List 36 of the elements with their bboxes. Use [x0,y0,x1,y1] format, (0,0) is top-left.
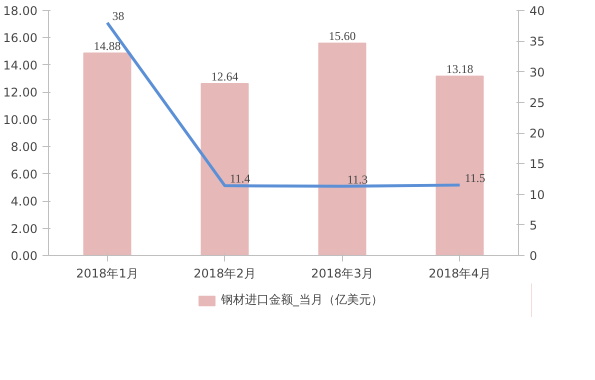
bar [200,82,249,256]
x-tick-label: 2018年3月 [311,266,374,280]
x-tick-label: 2018年2月 [194,266,256,280]
y-tick-label: 8.00 [10,140,38,154]
data-label: 13.18 [446,62,474,76]
data-label: 15.60 [328,29,356,44]
bar [318,42,366,256]
y-tick-label: 4.00 [10,194,38,209]
data-label: 11.4 [230,172,250,186]
y2-tick-label: 30 [530,65,545,80]
y-tick-label: 16.00 [3,31,38,46]
data-label: 38 [112,8,124,23]
bar [436,76,484,256]
data-label: 11.3 [347,172,368,186]
y2-tick-label: 20 [530,126,545,140]
y-tick-label: 14.00 [3,58,38,72]
data-label: 11.5 [464,171,486,186]
data-label: 12.64 [211,69,238,84]
legend-label: 钢材进口金额_当月（亿美元） [221,292,383,308]
y2-tick-label: 0 [530,249,538,263]
y2-tick-label: 15 [530,157,545,172]
y2-tick-label: 40 [530,4,545,18]
y2-tick-label: 25 [530,96,545,110]
y2-tick-label: 35 [530,34,545,49]
x-tick-label: 2018年4月 [428,266,491,280]
y2-tick-label: 5 [530,218,538,232]
y-tick-label: 2.00 [10,222,38,236]
data-label: 14.88 [94,38,121,53]
y2-tick-label: 10 [530,188,545,202]
y-tick-label: 6.00 [10,167,38,182]
y-tick-label: 18.00 [3,4,38,18]
x-tick-label: 2018年1月 [76,266,138,280]
bar [83,52,132,256]
y-tick-label: 10.00 [3,112,38,127]
y-tick-label: 0.00 [10,249,38,263]
y-tick-label: 12.00 [3,86,38,100]
